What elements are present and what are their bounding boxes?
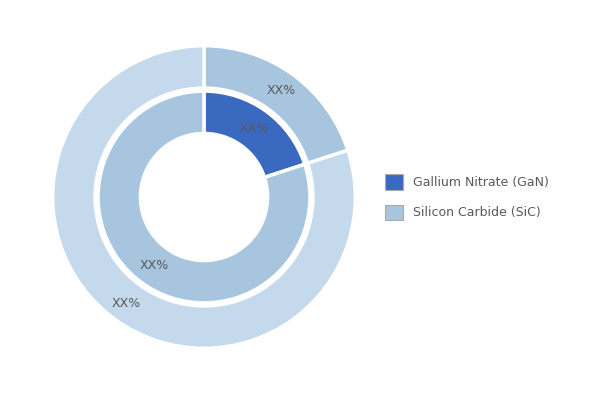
Text: XX%: XX% — [267, 84, 296, 97]
Wedge shape — [204, 46, 348, 164]
Text: XX%: XX% — [112, 297, 141, 310]
Wedge shape — [204, 91, 305, 177]
Wedge shape — [98, 91, 310, 303]
Legend: Gallium Nitrate (GaN), Silicon Carbide (SiC): Gallium Nitrate (GaN), Silicon Carbide (… — [378, 168, 556, 226]
Text: XX%: XX% — [140, 259, 169, 272]
Wedge shape — [53, 46, 355, 348]
Text: XX%: XX% — [239, 122, 268, 135]
